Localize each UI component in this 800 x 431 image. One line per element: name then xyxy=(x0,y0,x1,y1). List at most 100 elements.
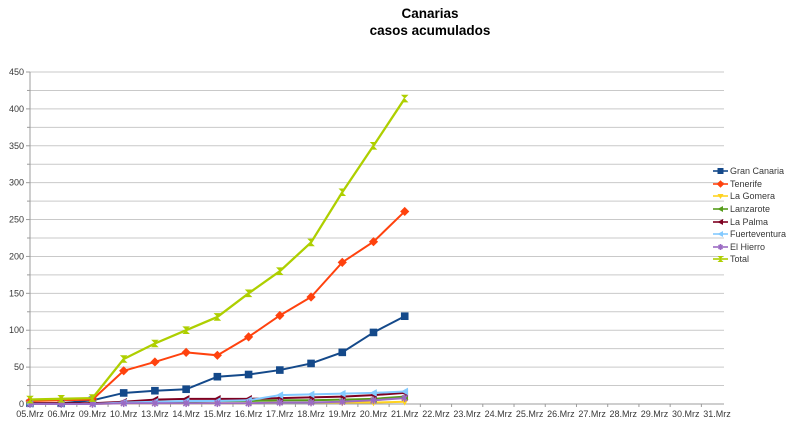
legend-marker-icon xyxy=(713,243,728,250)
x-tick-label: 21.Mrz xyxy=(391,409,419,419)
x-tick-label: 29.Mrz xyxy=(641,409,669,419)
y-tick-label: 250 xyxy=(9,215,24,225)
x-tick-label: 18.Mrz xyxy=(297,409,325,419)
x-tick-label: 06.Mrz xyxy=(47,409,75,419)
data-point xyxy=(150,357,160,367)
legend-label: Tenerife xyxy=(730,178,763,189)
x-tick-label: 14.Mrz xyxy=(172,409,200,419)
data-point xyxy=(213,313,222,321)
x-tick-label: 26.Mrz xyxy=(547,409,575,419)
x-tick-label: 23.Mrz xyxy=(453,409,481,419)
x-tick-label: 15.Mrz xyxy=(204,409,232,419)
chart-title-line2: casos acumulados xyxy=(369,23,491,38)
y-tick-label: 350 xyxy=(9,141,24,151)
legend-label: Total xyxy=(730,254,750,265)
data-point xyxy=(338,389,346,398)
chart-title-line1: Canarias xyxy=(401,6,459,21)
data-point xyxy=(369,389,377,397)
data-point xyxy=(368,237,379,247)
x-tick-label: 20.Mrz xyxy=(360,409,388,419)
data-point xyxy=(369,328,378,337)
legend-item-la-gomera: La Gomera xyxy=(713,190,786,203)
legend-marker-icon xyxy=(713,168,728,175)
chart-title: Canarias casos acumulados xyxy=(60,5,800,39)
data-point xyxy=(400,94,409,103)
data-point xyxy=(26,395,34,404)
legend-marker-icon xyxy=(713,194,728,200)
data-point xyxy=(400,387,409,396)
legend-label: La Gomera xyxy=(730,191,776,202)
data-point xyxy=(151,399,159,408)
data-point xyxy=(57,395,66,403)
legend-item-lanzarote: Lanzarote xyxy=(713,203,786,216)
legend-label: El Hierro xyxy=(730,241,766,252)
data-point xyxy=(307,398,315,407)
legend-label: Lanzarote xyxy=(730,204,771,215)
data-point xyxy=(401,394,409,402)
y-tick-label: 400 xyxy=(9,104,24,114)
y-tick-label: 450 xyxy=(9,67,24,77)
data-point xyxy=(214,399,221,408)
data-point xyxy=(244,289,253,298)
legend-marker-icon xyxy=(713,218,728,225)
y-tick-label: 0 xyxy=(19,399,24,409)
data-point xyxy=(243,332,254,342)
x-tick-label: 31.Mrz xyxy=(703,409,731,419)
data-point xyxy=(120,399,128,408)
legend-marker-icon xyxy=(713,256,728,263)
data-point xyxy=(306,292,316,302)
data-point xyxy=(244,370,253,379)
legend-label: Gran Canaria xyxy=(730,166,785,177)
data-point xyxy=(88,394,97,402)
legend-item-total: Total xyxy=(713,253,786,266)
data-point xyxy=(276,398,284,407)
legend-marker-icon xyxy=(713,180,728,188)
legend-item-gran-canaria: Gran Canaria xyxy=(713,165,786,178)
data-point xyxy=(370,396,377,405)
data-point xyxy=(307,359,315,368)
series-total xyxy=(26,94,409,404)
data-point xyxy=(338,397,346,406)
data-point xyxy=(182,326,190,335)
y-tick-label: 300 xyxy=(9,178,24,188)
data-point xyxy=(151,386,159,395)
data-point xyxy=(119,366,129,376)
data-point xyxy=(338,188,347,197)
x-tick-label: 13.Mrz xyxy=(141,409,169,419)
legend-label: Fuerteventura xyxy=(730,229,787,240)
data-point xyxy=(213,372,222,381)
data-point xyxy=(276,267,284,275)
data-point xyxy=(182,399,190,408)
legend-label: La Palma xyxy=(730,216,769,227)
data-point xyxy=(212,350,222,360)
x-tick-label: 19.Mrz xyxy=(329,409,357,419)
series-line xyxy=(29,210,406,403)
y-tick-label: 200 xyxy=(9,251,24,261)
data-point xyxy=(400,312,409,321)
data-point xyxy=(369,141,378,150)
chart-legend: Gran Canaria Tenerife La Gomera Lanzarote La… xyxy=(713,165,786,266)
x-tick-label: 24.Mrz xyxy=(485,409,513,419)
legend-marker-icon xyxy=(713,206,728,213)
legend-item-fuerteventura: Fuerteventura xyxy=(713,228,786,241)
data-point xyxy=(275,310,285,321)
x-tick-label: 10.Mrz xyxy=(110,409,138,419)
legend-item-la-palma: La Palma xyxy=(713,215,786,228)
data-point xyxy=(151,339,159,348)
data-point xyxy=(400,206,410,217)
y-tick-label: 50 xyxy=(14,362,24,372)
x-tick-label: 09.Mrz xyxy=(79,409,107,419)
x-tick-label: 28.Mrz xyxy=(610,409,638,419)
x-tick-label: 27.Mrz xyxy=(578,409,606,419)
data-point xyxy=(307,390,315,399)
legend-marker-icon xyxy=(713,231,728,238)
legend-item-tenerife: Tenerife xyxy=(713,178,786,191)
data-point xyxy=(276,391,284,399)
x-tick-label: 17.Mrz xyxy=(266,409,294,419)
data-point xyxy=(119,355,128,363)
x-tick-label: 16.Mrz xyxy=(235,409,263,419)
data-point xyxy=(181,347,191,357)
y-tick-label: 150 xyxy=(9,288,24,298)
